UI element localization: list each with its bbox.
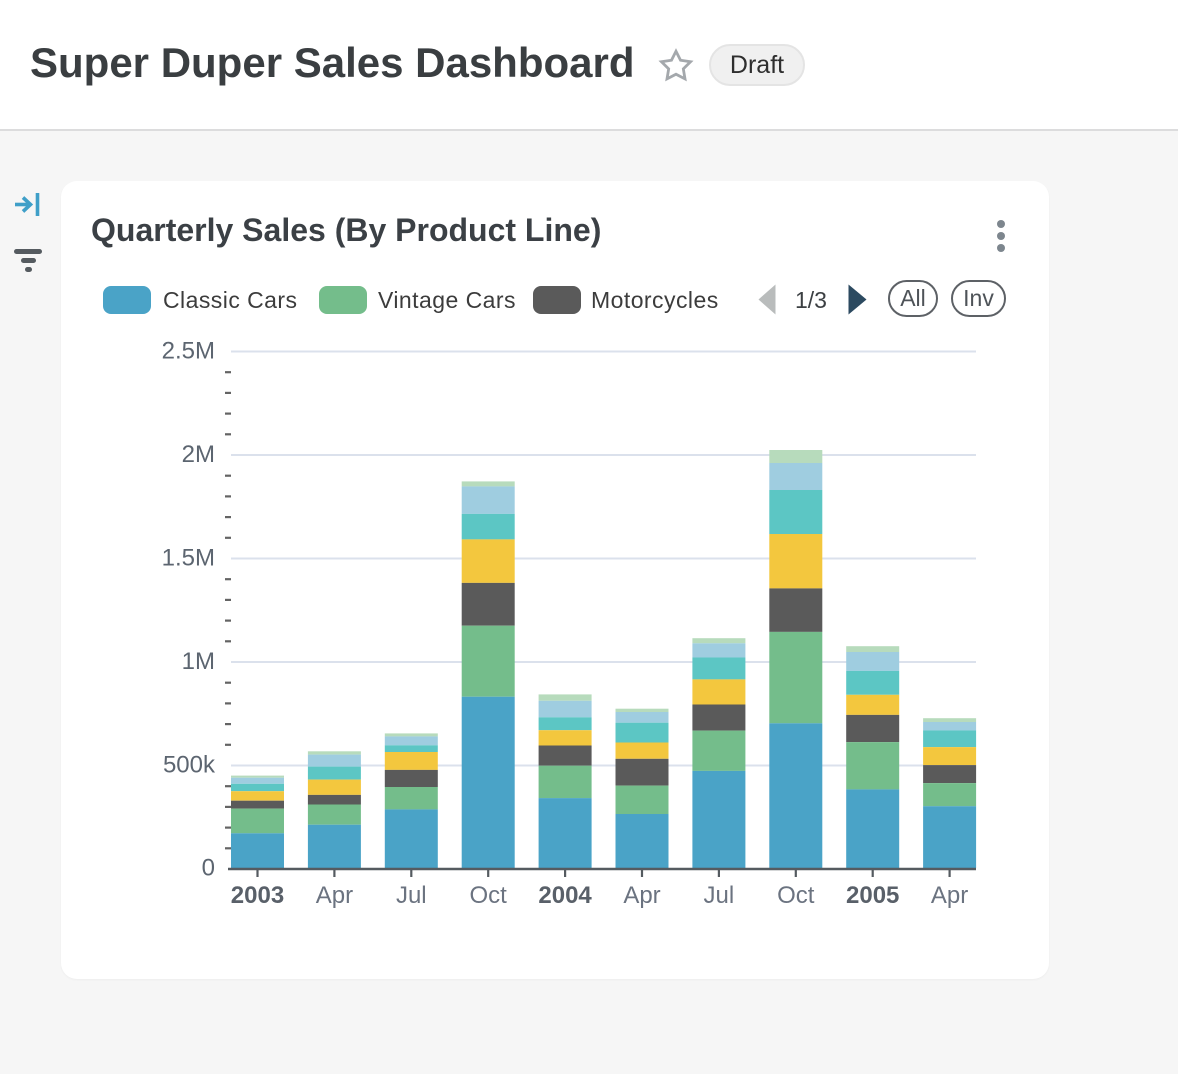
svg-text:500k: 500k xyxy=(163,752,216,779)
svg-text:2003: 2003 xyxy=(231,882,284,909)
svg-text:2.5M: 2.5M xyxy=(162,338,215,365)
svg-text:2005: 2005 xyxy=(846,882,899,909)
svg-text:Apr: Apr xyxy=(931,882,968,909)
svg-text:Oct: Oct xyxy=(777,882,815,909)
svg-text:Apr: Apr xyxy=(623,882,660,909)
svg-text:Oct: Oct xyxy=(470,882,508,909)
svg-text:2M: 2M xyxy=(182,441,215,468)
svg-text:1.5M: 1.5M xyxy=(162,545,215,572)
svg-text:Jul: Jul xyxy=(396,882,427,909)
svg-text:2004: 2004 xyxy=(538,882,592,909)
svg-text:1M: 1M xyxy=(182,648,215,675)
svg-text:0: 0 xyxy=(202,855,215,882)
svg-text:Apr: Apr xyxy=(316,882,353,909)
svg-text:Jul: Jul xyxy=(704,882,735,909)
